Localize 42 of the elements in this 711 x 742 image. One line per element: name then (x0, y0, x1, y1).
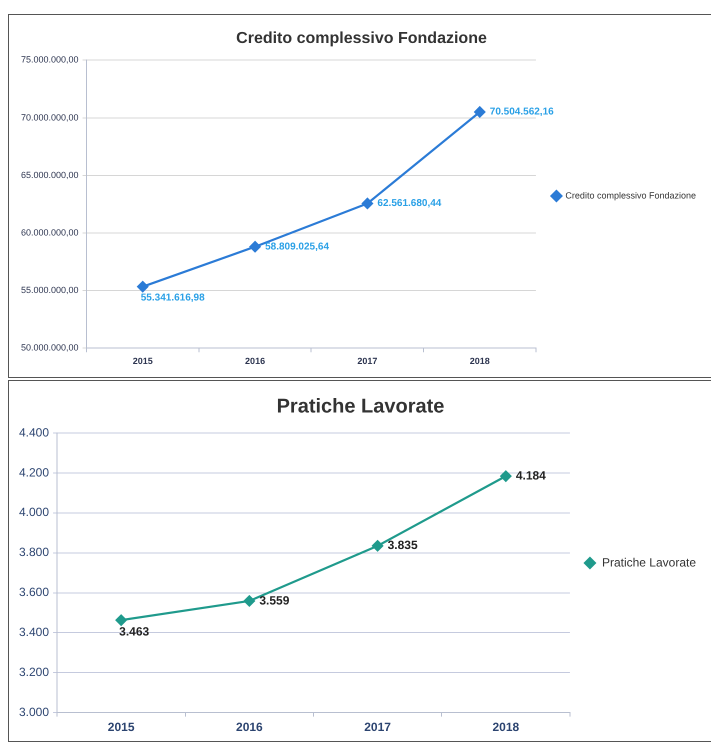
legend-label: Pratiche Lavorate (602, 555, 696, 570)
data-label: 58.809.025,64 (265, 241, 330, 252)
y-tick-label: 3.800 (19, 545, 50, 560)
point (249, 241, 261, 252)
y-tick-label: 60.000.000,00 (20, 227, 79, 238)
x-tick-label: 2017 (357, 356, 378, 366)
legend-label: Credito complessivo Fondazione (565, 190, 696, 200)
y-tick-label: 3.600 (19, 585, 50, 600)
y-tick-label: 4.200 (19, 465, 50, 480)
y-tick-label: 4.400 (19, 425, 50, 440)
y-tick-label: 3.000 (19, 704, 50, 719)
data-label: 3.559 (259, 593, 290, 608)
point (372, 540, 384, 552)
chart-title: Pratiche Lavorate (276, 396, 444, 418)
x-tick-label: 2017 (364, 720, 392, 734)
chart-title: Credito complessivo Fondazione (236, 30, 487, 48)
y-tick-label: 3.400 (19, 625, 50, 640)
x-tick-label: 2015 (132, 356, 153, 366)
data-label: 70.504.562,16 (490, 106, 554, 118)
x-tick-label: 2018 (470, 356, 490, 366)
y-tick-label: 65.000.000,00 (20, 170, 79, 180)
y-tick-label: 55.000.000,00 (20, 285, 79, 296)
y-tick-label: 70.000.000,00 (20, 112, 79, 122)
x-tick-label: 2016 (245, 356, 266, 366)
data-label: 3.835 (388, 538, 418, 552)
x-tick-label: 2018 (492, 720, 520, 734)
y-tick-label: 75.000.000,00 (20, 54, 79, 65)
y-tick-label: 3.200 (19, 664, 50, 679)
point (362, 198, 374, 210)
y-tick-label: 4.000 (19, 505, 50, 520)
x-tick-label: 2015 (108, 720, 135, 734)
data-label: 62.561.680,44 (377, 198, 442, 210)
data-label: 4.184 (516, 468, 546, 482)
point (500, 470, 512, 482)
point (116, 614, 127, 626)
y-tick-label: 50.000.000,00 (20, 342, 79, 353)
data-label: 3.463 (119, 624, 150, 638)
point (474, 106, 486, 118)
point (244, 595, 255, 607)
data-label: 55.341.616,98 (140, 292, 206, 304)
x-tick-label: 2016 (236, 720, 264, 734)
point (137, 281, 148, 292)
